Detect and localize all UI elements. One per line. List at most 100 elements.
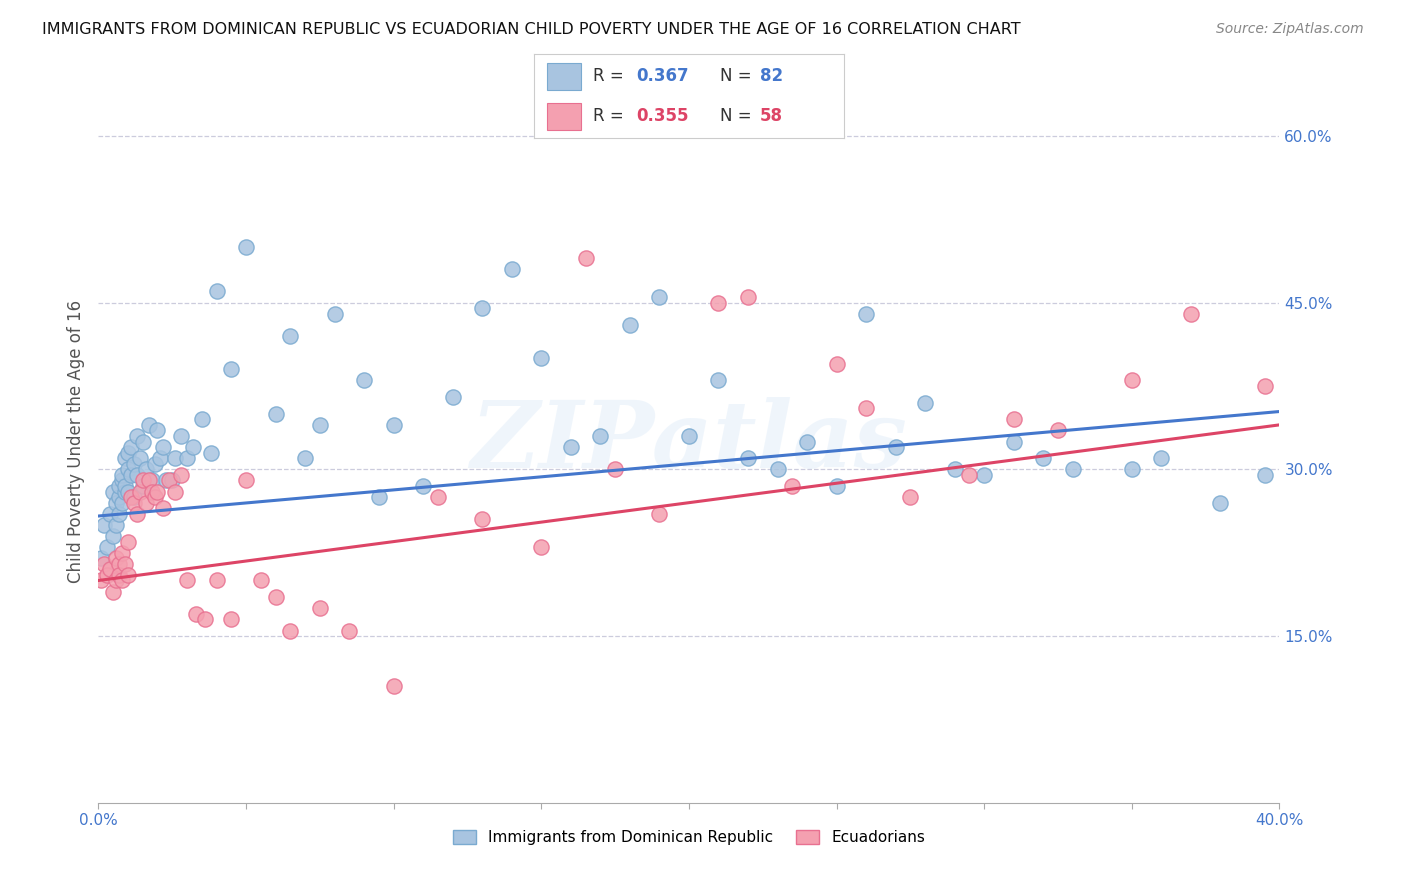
Point [648,290,671,304]
Point [120,490,142,504]
Point [117,462,139,476]
Point [368,490,391,504]
Point [589,429,612,443]
Point [900,490,922,504]
Point [93,557,115,571]
Point [111,474,134,488]
Point [1180,307,1202,321]
Point [194,612,217,626]
Point [98,507,121,521]
Point [737,451,759,466]
Point [412,479,434,493]
Point [103,529,125,543]
Point [1254,379,1277,393]
Point [235,474,257,488]
Point [973,467,995,482]
Point [191,412,214,426]
Point [855,401,877,416]
Point [103,584,125,599]
Point [1046,424,1070,438]
Point [162,474,183,488]
Point [205,285,228,299]
Point [114,451,136,466]
Point [108,490,131,504]
Point [111,496,134,510]
Point [108,557,131,571]
Point [176,451,198,466]
Text: R =: R = [593,107,628,125]
Point [128,484,150,499]
Point [135,496,157,510]
Point [382,679,405,693]
Point [135,462,157,476]
Point [471,512,494,526]
Point [575,251,598,265]
Point [96,540,118,554]
Point [132,479,155,493]
Point [530,351,553,366]
Point [1121,462,1143,476]
Point [122,496,145,510]
Point [427,490,450,504]
Text: 0.367: 0.367 [637,68,689,86]
Point [141,484,163,499]
Point [108,568,131,582]
Point [309,601,332,615]
Point [1121,373,1143,387]
Point [114,557,136,571]
Point [1002,412,1025,426]
Point [157,474,180,488]
Text: Source: ZipAtlas.com: Source: ZipAtlas.com [1216,22,1364,37]
Point [132,434,155,449]
Text: 0.355: 0.355 [637,107,689,125]
Point [959,467,981,482]
Point [1150,451,1173,466]
Point [501,262,523,277]
Point [1032,451,1054,466]
Point [205,574,228,588]
Point [1002,434,1025,449]
Point [90,574,112,588]
Point [323,307,346,321]
Point [280,329,302,343]
Point [170,429,193,443]
Point [114,484,136,499]
Point [93,517,115,532]
Point [1254,467,1277,482]
Point [294,451,316,466]
Point [105,517,128,532]
Point [737,290,759,304]
Point [122,457,145,471]
Point [855,307,877,321]
Point [117,445,139,459]
Legend: Immigrants from Dominican Republic, Ecuadorians: Immigrants from Dominican Republic, Ecua… [446,822,932,853]
Point [155,474,177,488]
Point [1062,462,1084,476]
Point [184,607,207,621]
Point [353,373,375,387]
Point [648,507,671,521]
Point [120,467,142,482]
Point [105,496,128,510]
Point [117,484,139,499]
Point [530,540,553,554]
Point [105,574,128,588]
Point [96,568,118,582]
Point [914,395,936,409]
Point [125,467,148,482]
Text: IMMIGRANTS FROM DOMINICAN REPUBLIC VS ECUADORIAN CHILD POVERTY UNDER THE AGE OF : IMMIGRANTS FROM DOMINICAN REPUBLIC VS EC… [42,22,1021,37]
Point [382,417,405,432]
Point [200,445,222,459]
Point [128,451,150,466]
Point [309,417,332,432]
Text: 82: 82 [761,68,783,86]
Point [165,484,187,499]
Point [884,440,907,454]
Point [146,484,169,499]
Y-axis label: Child Poverty Under the Age of 16: Child Poverty Under the Age of 16 [66,300,84,583]
Point [782,479,804,493]
Point [707,373,730,387]
FancyBboxPatch shape [547,62,581,90]
Point [619,318,641,332]
Text: N =: N = [720,107,756,125]
